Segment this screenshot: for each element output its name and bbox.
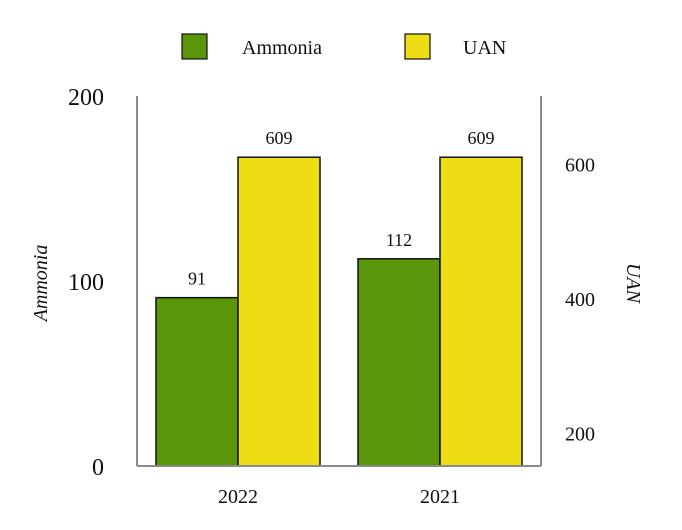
bar-label-ammonia-2021: 112 xyxy=(386,230,412,250)
legend-swatch-ammonia xyxy=(181,33,208,60)
left-tick-200: 200 xyxy=(68,85,104,111)
legend-label-uan: UAN xyxy=(463,37,506,59)
y-axis-label-right: UAN xyxy=(622,263,644,305)
legend-swatch-uan xyxy=(404,33,431,60)
y-axis-label-left: Ammonia xyxy=(30,245,52,324)
left-axis-ticks: 0 100 200 xyxy=(68,85,104,481)
legend-label-ammonia: Ammonia xyxy=(242,37,322,59)
x-tick-2022: 2022 xyxy=(218,486,258,508)
right-axis-ticks: 200 400 600 xyxy=(565,154,595,445)
bar-uan-2022 xyxy=(237,156,321,467)
x-tick-2021: 2021 xyxy=(420,486,460,508)
right-tick-400: 400 xyxy=(565,289,595,311)
bar-ammonia-2022 xyxy=(155,296,239,467)
bar-uan-2021 xyxy=(439,156,523,467)
bar-label-ammonia-2022: 91 xyxy=(188,269,206,289)
x-axis-ticks: 2022 2021 xyxy=(218,486,460,508)
left-tick-0: 0 xyxy=(92,455,104,481)
bar-value-labels: 91 609 112 609 xyxy=(188,128,495,288)
bars xyxy=(155,156,523,467)
left-tick-100: 100 xyxy=(68,270,104,296)
bar-label-uan-2022: 609 xyxy=(266,128,293,148)
bar-label-uan-2021: 609 xyxy=(468,128,495,148)
right-tick-200: 200 xyxy=(565,423,595,445)
bar-ammonia-2021 xyxy=(357,258,441,467)
legend: Ammonia UAN xyxy=(181,33,506,60)
right-tick-600: 600 xyxy=(565,154,595,176)
